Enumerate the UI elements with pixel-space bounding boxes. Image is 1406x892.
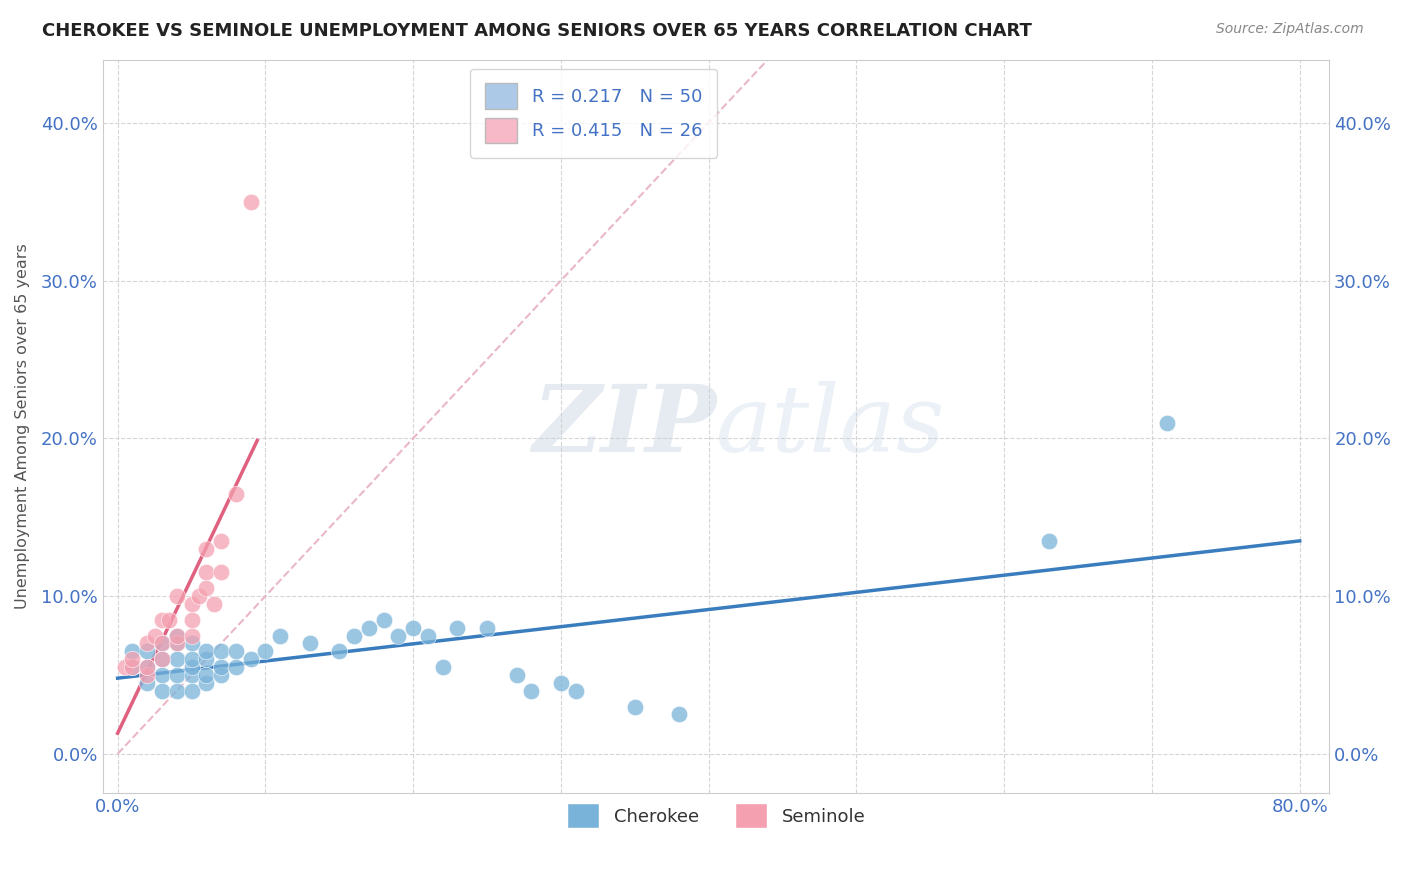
Point [136, 636, 159, 650]
Point [180, 636, 202, 650]
Point [195, 581, 218, 595]
Point [121, 652, 143, 666]
Point [550, 676, 572, 690]
Point [150, 668, 173, 682]
Point [157, 613, 180, 627]
Point [387, 629, 409, 643]
Point [195, 566, 218, 580]
Point [195, 676, 218, 690]
Legend: Cherokee, Seminole: Cherokee, Seminole [560, 796, 873, 836]
Point [446, 621, 468, 635]
Point [187, 589, 209, 603]
Point [166, 636, 188, 650]
Point [150, 683, 173, 698]
Point [166, 668, 188, 682]
Point [298, 636, 321, 650]
Point [180, 629, 202, 643]
Point [402, 621, 425, 635]
Point [1156, 416, 1178, 430]
Point [195, 668, 218, 682]
Point [166, 629, 188, 643]
Point [136, 660, 159, 674]
Point [136, 676, 159, 690]
Point [343, 629, 366, 643]
Point [180, 660, 202, 674]
Point [121, 660, 143, 674]
Point [209, 644, 232, 658]
Text: CHEROKEE VS SEMINOLE UNEMPLOYMENT AMONG SENIORS OVER 65 YEARS CORRELATION CHART: CHEROKEE VS SEMINOLE UNEMPLOYMENT AMONG … [42, 22, 1032, 40]
Text: atlas: atlas [716, 382, 946, 472]
Point [209, 668, 232, 682]
Point [209, 660, 232, 674]
Point [254, 644, 277, 658]
Point [166, 683, 188, 698]
Point [180, 683, 202, 698]
Point [136, 660, 159, 674]
Point [432, 660, 454, 674]
Point [166, 629, 188, 643]
Point [166, 636, 188, 650]
Point [209, 533, 232, 548]
Text: ZIP: ZIP [531, 382, 716, 472]
Point [195, 652, 218, 666]
Point [195, 541, 218, 556]
Point [150, 636, 173, 650]
Point [136, 644, 159, 658]
Point [416, 629, 439, 643]
Point [195, 644, 218, 658]
Point [121, 644, 143, 658]
Point [357, 621, 380, 635]
Point [225, 660, 247, 674]
Point [202, 597, 225, 611]
Point [328, 644, 350, 658]
Point [373, 613, 395, 627]
Point [668, 707, 690, 722]
Point [180, 668, 202, 682]
Point [1038, 533, 1060, 548]
Point [114, 660, 136, 674]
Y-axis label: Unemployment Among Seniors over 65 years: Unemployment Among Seniors over 65 years [15, 244, 30, 609]
Point [209, 566, 232, 580]
Point [150, 652, 173, 666]
Point [505, 668, 527, 682]
Point [150, 636, 173, 650]
Point [180, 652, 202, 666]
Point [520, 683, 543, 698]
Point [150, 613, 173, 627]
Point [269, 629, 291, 643]
Point [623, 699, 645, 714]
Point [225, 486, 247, 500]
Text: Source: ZipAtlas.com: Source: ZipAtlas.com [1216, 22, 1364, 37]
Point [475, 621, 498, 635]
Point [166, 652, 188, 666]
Point [239, 652, 262, 666]
Point [180, 597, 202, 611]
Point [143, 629, 166, 643]
Point [239, 194, 262, 209]
Point [150, 652, 173, 666]
Point [166, 589, 188, 603]
Point [180, 613, 202, 627]
Point [225, 644, 247, 658]
Point [564, 683, 586, 698]
Point [136, 668, 159, 682]
Point [121, 660, 143, 674]
